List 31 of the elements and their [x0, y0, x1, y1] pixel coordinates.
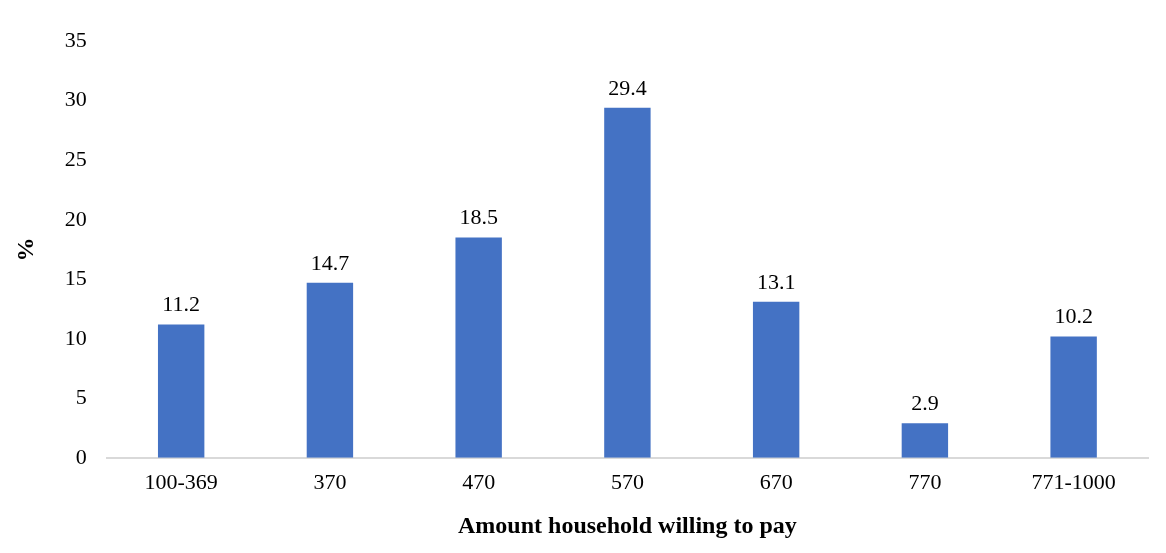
- x-tick-label: 100-369: [144, 468, 218, 494]
- y-tick-label: 5: [75, 384, 87, 410]
- bar: [157, 324, 205, 458]
- y-tick-label: 20: [64, 205, 87, 231]
- data-label: 10.2: [1054, 303, 1093, 329]
- y-tick-label: 35: [64, 26, 87, 52]
- bar: [752, 301, 800, 458]
- data-label: 29.4: [608, 74, 647, 100]
- data-label: 14.7: [310, 249, 350, 275]
- y-tick-label: 10: [64, 324, 87, 350]
- data-label: 13.1: [756, 268, 796, 294]
- x-tick-label: 470: [462, 468, 496, 494]
- bar: [306, 282, 354, 458]
- x-tick-label: 670: [759, 468, 793, 494]
- x-axis-title: Amount household willing to pay: [458, 511, 797, 538]
- y-tick-label: 15: [64, 265, 87, 291]
- x-tick-label: 570: [610, 468, 644, 494]
- x-tick-label: 770: [908, 468, 942, 494]
- x-tick-label: 771-1000: [1031, 468, 1116, 494]
- y-tick-label: 25: [64, 146, 87, 172]
- x-tick-label: 370: [313, 468, 347, 494]
- y-tick-label: 0: [75, 443, 87, 469]
- bar: [455, 237, 502, 458]
- data-label: 18.5: [459, 204, 498, 230]
- bar: [604, 107, 651, 458]
- data-label: 2.9: [911, 390, 939, 416]
- data-label: 11.2: [162, 291, 201, 317]
- y-tick-label: 30: [64, 86, 87, 112]
- bar: [1050, 336, 1097, 458]
- bar: [901, 423, 949, 458]
- y-axis-title: %: [11, 237, 38, 262]
